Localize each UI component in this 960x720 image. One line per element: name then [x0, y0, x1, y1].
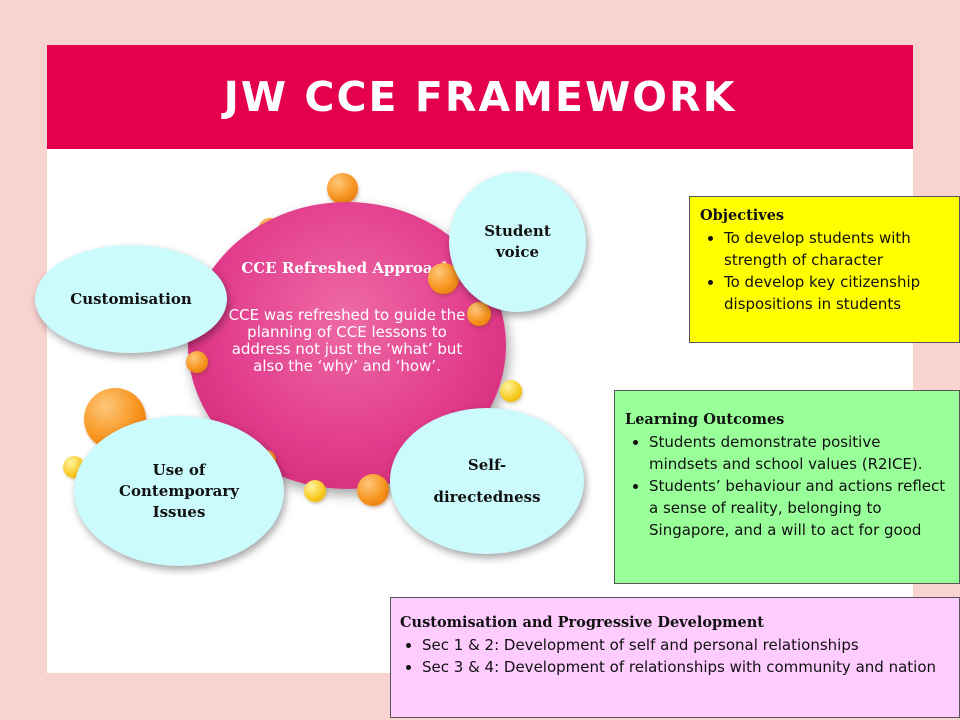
list-item: Students demonstrate positive mindsets a…	[649, 431, 953, 475]
list-item: Sec 1 & 2: Development of self and perso…	[422, 634, 953, 656]
progressive-development-list: Sec 1 & 2: Development of self and perso…	[400, 634, 953, 678]
node-contemporary-issues: Use of Contemporary Issues	[74, 416, 284, 566]
node-contemporary-issues-label: Use of Contemporary Issues	[119, 460, 239, 521]
decorative-bubble	[186, 351, 208, 373]
list-item: Sec 3 & 4: Development of relationships …	[422, 656, 953, 678]
decorative-bubble	[304, 480, 326, 502]
learning-outcomes-box: Learning Outcomes Students demonstrate p…	[614, 390, 960, 584]
node-self-directedness-label: Self-directedness	[433, 456, 541, 506]
title-bar: JW CCE FRAMEWORK	[47, 45, 913, 149]
progressive-development-box: Customisation and Progressive Developmen…	[390, 597, 960, 718]
objectives-title: Objectives	[700, 207, 785, 224]
objectives-box: Objectives To develop students with stre…	[689, 196, 960, 343]
decorative-bubble	[357, 474, 389, 506]
list-item: Students’ behaviour and actions reflect …	[649, 475, 953, 541]
center-title: CCE Refreshed Approach	[241, 259, 453, 277]
decorative-bubble	[467, 302, 491, 326]
center-description: CCE was refreshed to guide the planning …	[228, 306, 466, 375]
decorative-bubble	[500, 380, 522, 402]
node-student-voice-label: Student voice	[484, 222, 551, 261]
objectives-list: To develop students with strength of cha…	[700, 227, 953, 315]
page-title: JW CCE FRAMEWORK	[223, 73, 737, 121]
progressive-development-title: Customisation and Progressive Developmen…	[400, 614, 764, 631]
list-item: To develop students with strength of cha…	[724, 227, 953, 271]
decorative-bubble	[327, 173, 358, 204]
node-student-voice: Student voice	[449, 172, 586, 312]
node-customisation-label: Customisation	[70, 290, 192, 308]
list-item: To develop key citizenship dispositions …	[724, 271, 953, 315]
learning-outcomes-list: Students demonstrate positive mindsets a…	[625, 431, 953, 541]
node-customisation: Customisation	[35, 245, 227, 353]
node-self-directedness: Self-directedness	[390, 408, 584, 554]
learning-outcomes-title: Learning Outcomes	[625, 411, 785, 428]
